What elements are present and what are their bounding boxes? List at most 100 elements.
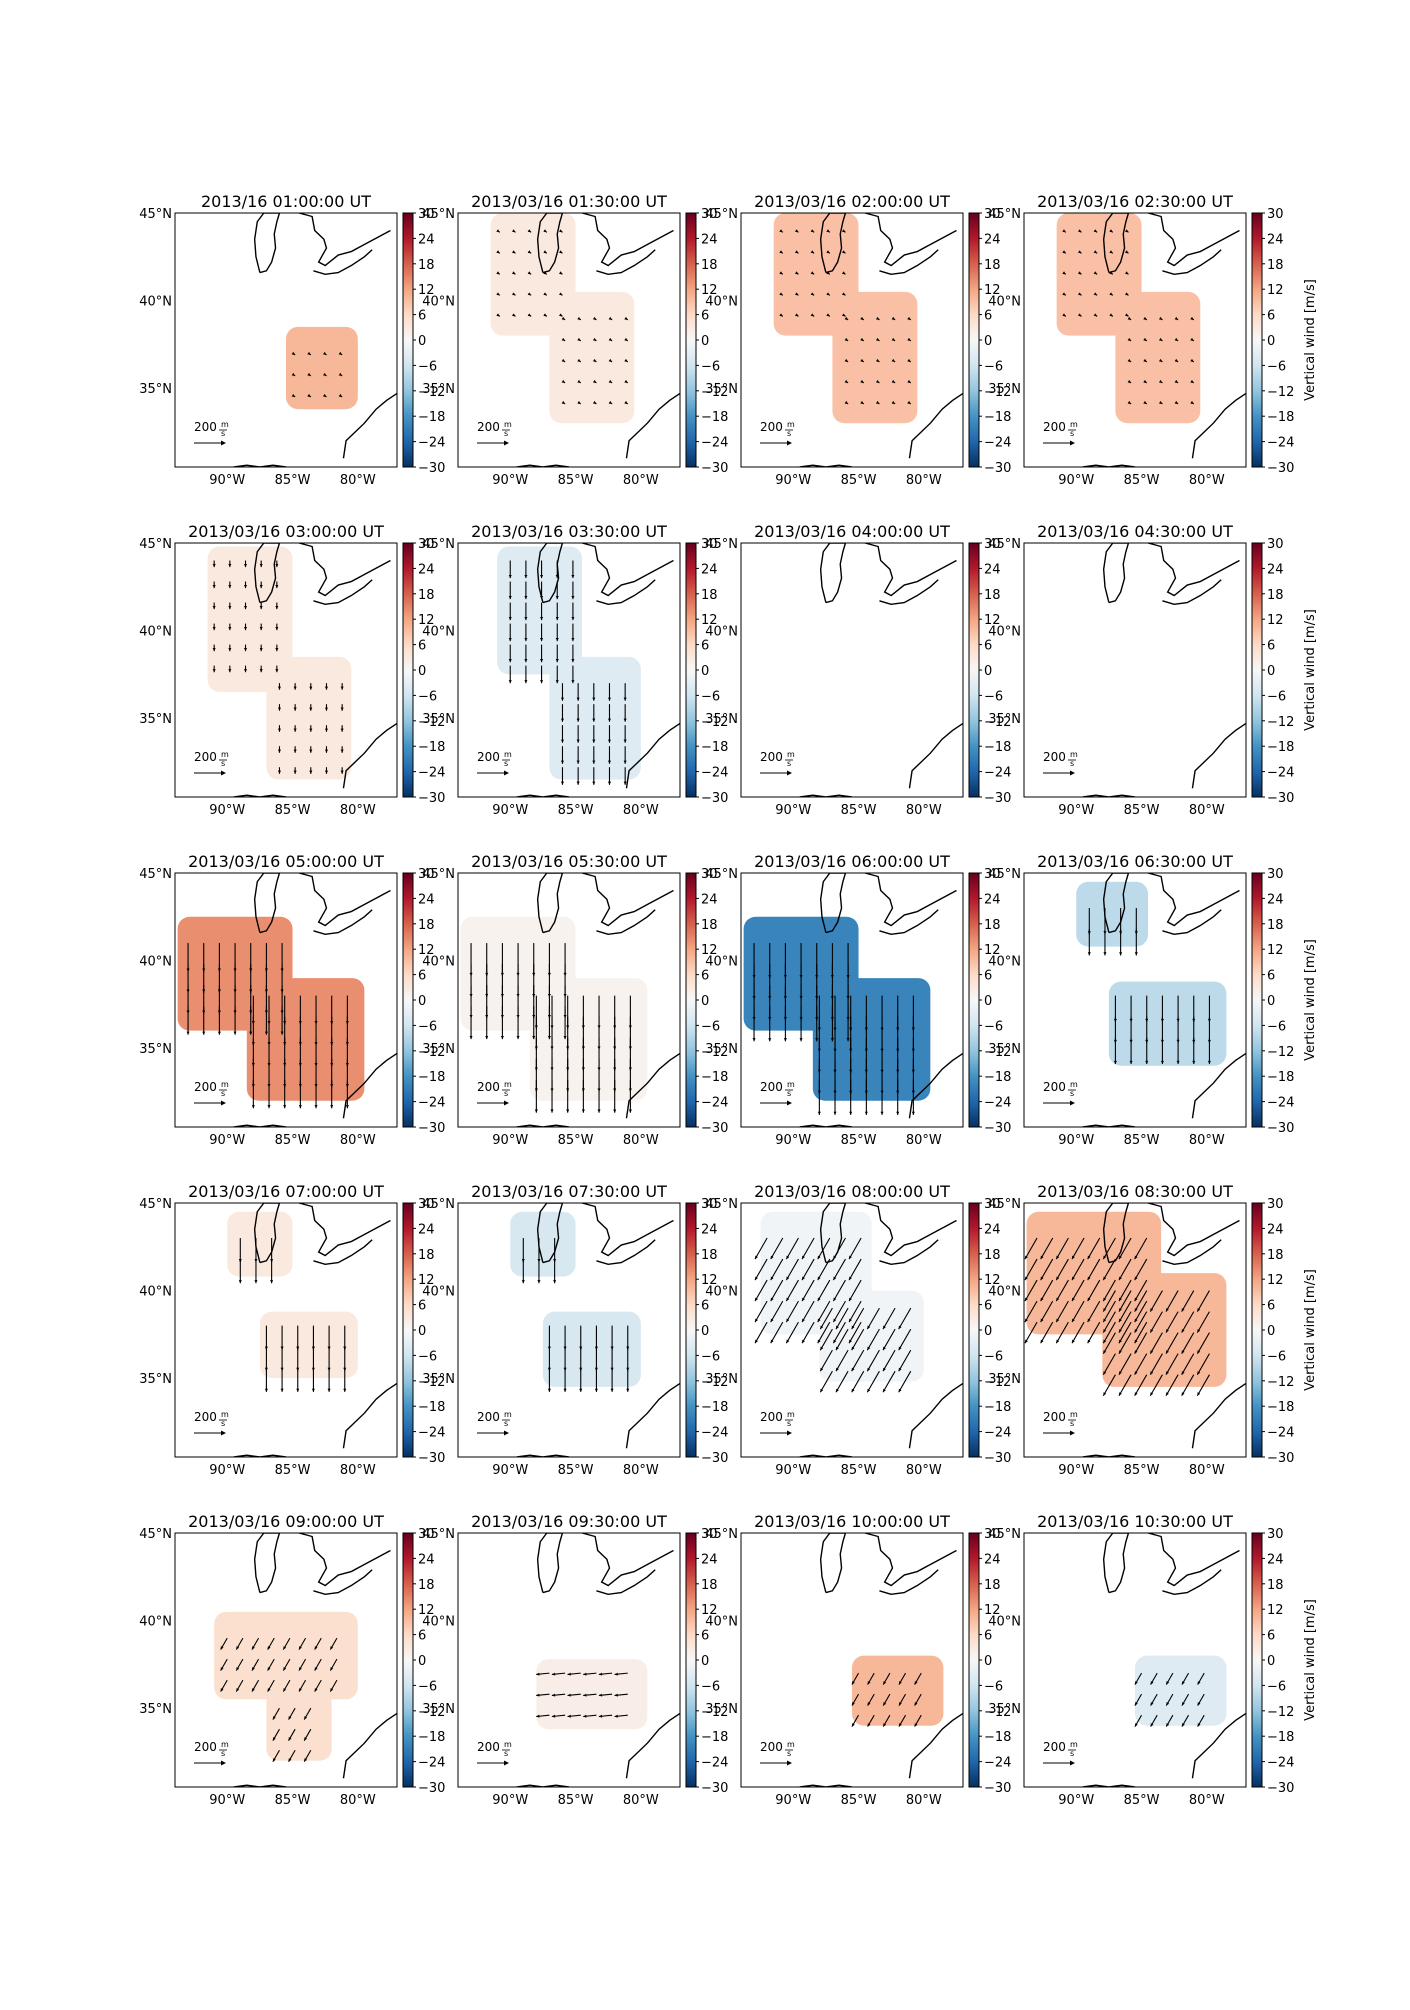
wind-arrow-head xyxy=(914,1702,918,1706)
wind-arrow xyxy=(1087,1279,1101,1302)
colorbar-tick-label: 0 xyxy=(984,994,992,1009)
coastline xyxy=(819,873,847,934)
wind-arrow-head xyxy=(1103,1308,1107,1312)
lon-tick-label: 80°W xyxy=(623,473,659,488)
quiver-key-unit-num: m xyxy=(504,1740,512,1749)
colorbar-tick-label: −24 xyxy=(984,766,1011,781)
wind-arrow-head xyxy=(1056,1255,1060,1260)
colorbar-tick-label: −12 xyxy=(984,1705,1011,1720)
colorbar-tick-label: −18 xyxy=(1267,1070,1294,1085)
wind-arrow-head xyxy=(1134,1723,1138,1727)
colorbar-tick-label: 30 xyxy=(701,207,718,222)
coastline xyxy=(864,1203,957,1257)
lat-tick-label: 45°N xyxy=(988,867,1021,882)
colorbar-tick-label: 6 xyxy=(984,1299,992,1314)
quiver-key-unit-num: m xyxy=(1070,420,1078,429)
quiver-key-unit-den: s xyxy=(221,1419,225,1428)
lon-tick-label: 90°W xyxy=(492,803,528,818)
colorbar-tick-label: 18 xyxy=(701,1578,718,1593)
quiver-key-unit-num: m xyxy=(787,1080,795,1089)
wind-arrow-head xyxy=(576,760,580,764)
wind-arrow xyxy=(848,1279,862,1302)
wind-arrow xyxy=(832,1321,846,1344)
wind-arrow-head xyxy=(1109,292,1113,296)
quiver-key-unit-den: s xyxy=(221,759,225,768)
wind-arrow-head xyxy=(251,1105,255,1109)
panel-title: 2013/03/16 02:00:00 UT xyxy=(754,192,950,211)
colorbar xyxy=(685,872,697,1128)
lon-tick-label: 90°W xyxy=(209,1793,245,1808)
wind-arrow-head xyxy=(1150,1392,1154,1396)
coastline xyxy=(864,213,957,267)
quiver-key-unit-num: m xyxy=(504,1410,512,1419)
wind-arrow-head xyxy=(1087,1318,1091,1323)
panel-title: 2013/03/16 07:00:00 UT xyxy=(188,1182,384,1201)
quiver-key-arrow-head xyxy=(221,770,226,776)
wind-arrow xyxy=(1118,1332,1132,1354)
colorbar-tick-label: −24 xyxy=(1267,1426,1294,1441)
wind-arrow-head xyxy=(851,1681,855,1685)
colorbar-tick-label: 18 xyxy=(1267,1248,1284,1263)
coastline xyxy=(1102,1533,1130,1594)
wind-arrow-head xyxy=(1024,1255,1028,1260)
wind-arrow-head xyxy=(243,648,248,652)
wind-arrow-head xyxy=(833,1339,837,1344)
colorbar-tick-label: −6 xyxy=(984,1679,1003,1694)
colorbar-tick-label: 24 xyxy=(418,232,435,247)
wind-arrow-head xyxy=(1103,1371,1107,1375)
colorbar-tick-label: −30 xyxy=(984,461,1011,476)
wind-arrow-head xyxy=(1118,1276,1122,1281)
wind-arrow-head xyxy=(799,1038,803,1042)
lat-tick-label: 40°N xyxy=(705,1285,738,1300)
colorbar-tick-label: −24 xyxy=(984,1096,1011,1111)
colorbar-tick-label: −12 xyxy=(701,1705,728,1720)
wind-arrow-head xyxy=(592,379,597,383)
colorbar-tick-label: 24 xyxy=(1267,1552,1284,1567)
lat-tick-label: 45°N xyxy=(705,1197,738,1212)
wind-arrow-head xyxy=(810,250,815,254)
wind-arrow-head xyxy=(607,760,612,764)
wind-arrow-head xyxy=(882,1388,886,1393)
lon-tick-label: 85°W xyxy=(1124,1133,1160,1148)
coastline xyxy=(516,1124,570,1127)
colorbar-tick-label: −12 xyxy=(984,1045,1011,1060)
wind-arrow-head xyxy=(259,584,263,589)
wind-arrow-head xyxy=(624,379,628,383)
wind-arrow-head xyxy=(561,400,566,404)
colorbar-label: Vertical wind [m/s] xyxy=(1303,609,1318,731)
wind-region xyxy=(549,656,641,780)
wind-arrow-head xyxy=(259,627,263,631)
wind-arrow-head xyxy=(883,1681,887,1685)
wind-arrow-head xyxy=(543,313,547,317)
wind-arrow-head xyxy=(259,669,263,673)
panel-title: 2013/03/16 09:30:00 UT xyxy=(471,1512,667,1531)
lat-tick-label: 45°N xyxy=(988,207,1021,222)
wind-arrow-head xyxy=(1181,1350,1185,1354)
wind-arrow-head xyxy=(849,1339,852,1344)
colorbar-tick-label: 18 xyxy=(701,1248,718,1263)
wind-arrow xyxy=(770,1237,784,1260)
wind-arrow-head xyxy=(607,718,612,722)
wind-arrow-head xyxy=(867,1681,871,1685)
wind-region xyxy=(207,546,293,692)
map-frame xyxy=(174,872,398,1128)
coastline xyxy=(1147,1533,1240,1587)
colorbar-tick-label: 0 xyxy=(701,994,709,1009)
wind-arrow-head xyxy=(1143,358,1147,362)
map-panel: 2013/03/16 06:00:00 UT 45°N 40°N 35°N 90°W 85… xyxy=(705,852,1011,1148)
wind-arrow-head xyxy=(1127,358,1132,362)
wind-arrow-head xyxy=(555,595,559,600)
wind-arrow-head xyxy=(833,1318,837,1323)
wind-arrow-head xyxy=(512,271,516,275)
wind-arrow-head xyxy=(1040,1276,1044,1281)
wind-arrow-head xyxy=(592,400,597,404)
lat-tick-label: 40°N xyxy=(422,955,455,970)
lon-tick-label: 85°W xyxy=(841,803,877,818)
quiver-key-unit-num: m xyxy=(1070,1410,1078,1419)
colorbar-tick-label: −24 xyxy=(701,1756,728,1771)
wind-arrow-head xyxy=(795,313,799,317)
wind-arrow-head xyxy=(614,1693,618,1697)
quiver-key-arrow-head xyxy=(221,1760,226,1766)
wind-arrow xyxy=(898,1370,912,1393)
wind-region xyxy=(852,1655,944,1726)
